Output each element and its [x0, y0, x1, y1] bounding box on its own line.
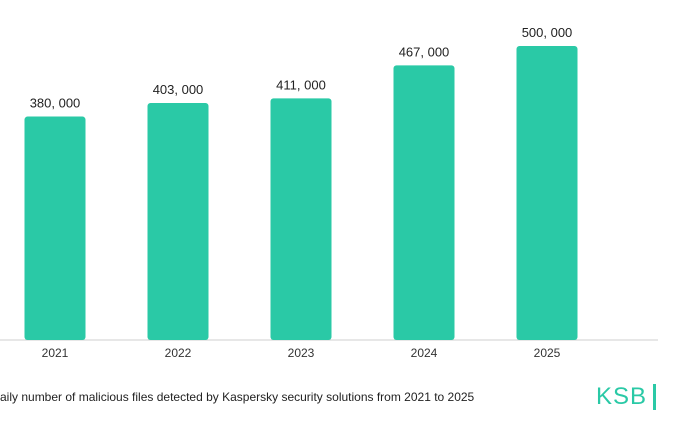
- data-label-2025: 500, 000: [522, 25, 573, 40]
- bar-2025: [516, 46, 578, 340]
- data-label-2021: 380, 000: [30, 96, 81, 111]
- x-tick-2025: 2025: [534, 346, 561, 360]
- ksb-logo: KSB: [596, 383, 657, 411]
- chart-caption: aily number of malicious files detected …: [0, 390, 475, 404]
- bar-2022: [147, 103, 209, 340]
- bar-2024: [393, 65, 455, 341]
- x-tick-2023: 2023: [288, 346, 315, 360]
- data-label-2022: 403, 000: [153, 82, 204, 97]
- logo-text: KSB: [596, 383, 648, 410]
- bar-2021: [24, 116, 86, 340]
- x-tick-2021: 2021: [42, 346, 69, 360]
- data-label-2023: 411, 000: [276, 77, 326, 92]
- bar-2023: [270, 98, 332, 340]
- bars-group: 380, 000 2021 403, 000 2022 411, 000 2023 467,…: [24, 25, 578, 360]
- data-label-2024: 467, 000: [399, 44, 450, 59]
- logo-bar: [653, 384, 657, 410]
- x-tick-2024: 2024: [411, 346, 438, 360]
- x-tick-2022: 2022: [165, 346, 192, 360]
